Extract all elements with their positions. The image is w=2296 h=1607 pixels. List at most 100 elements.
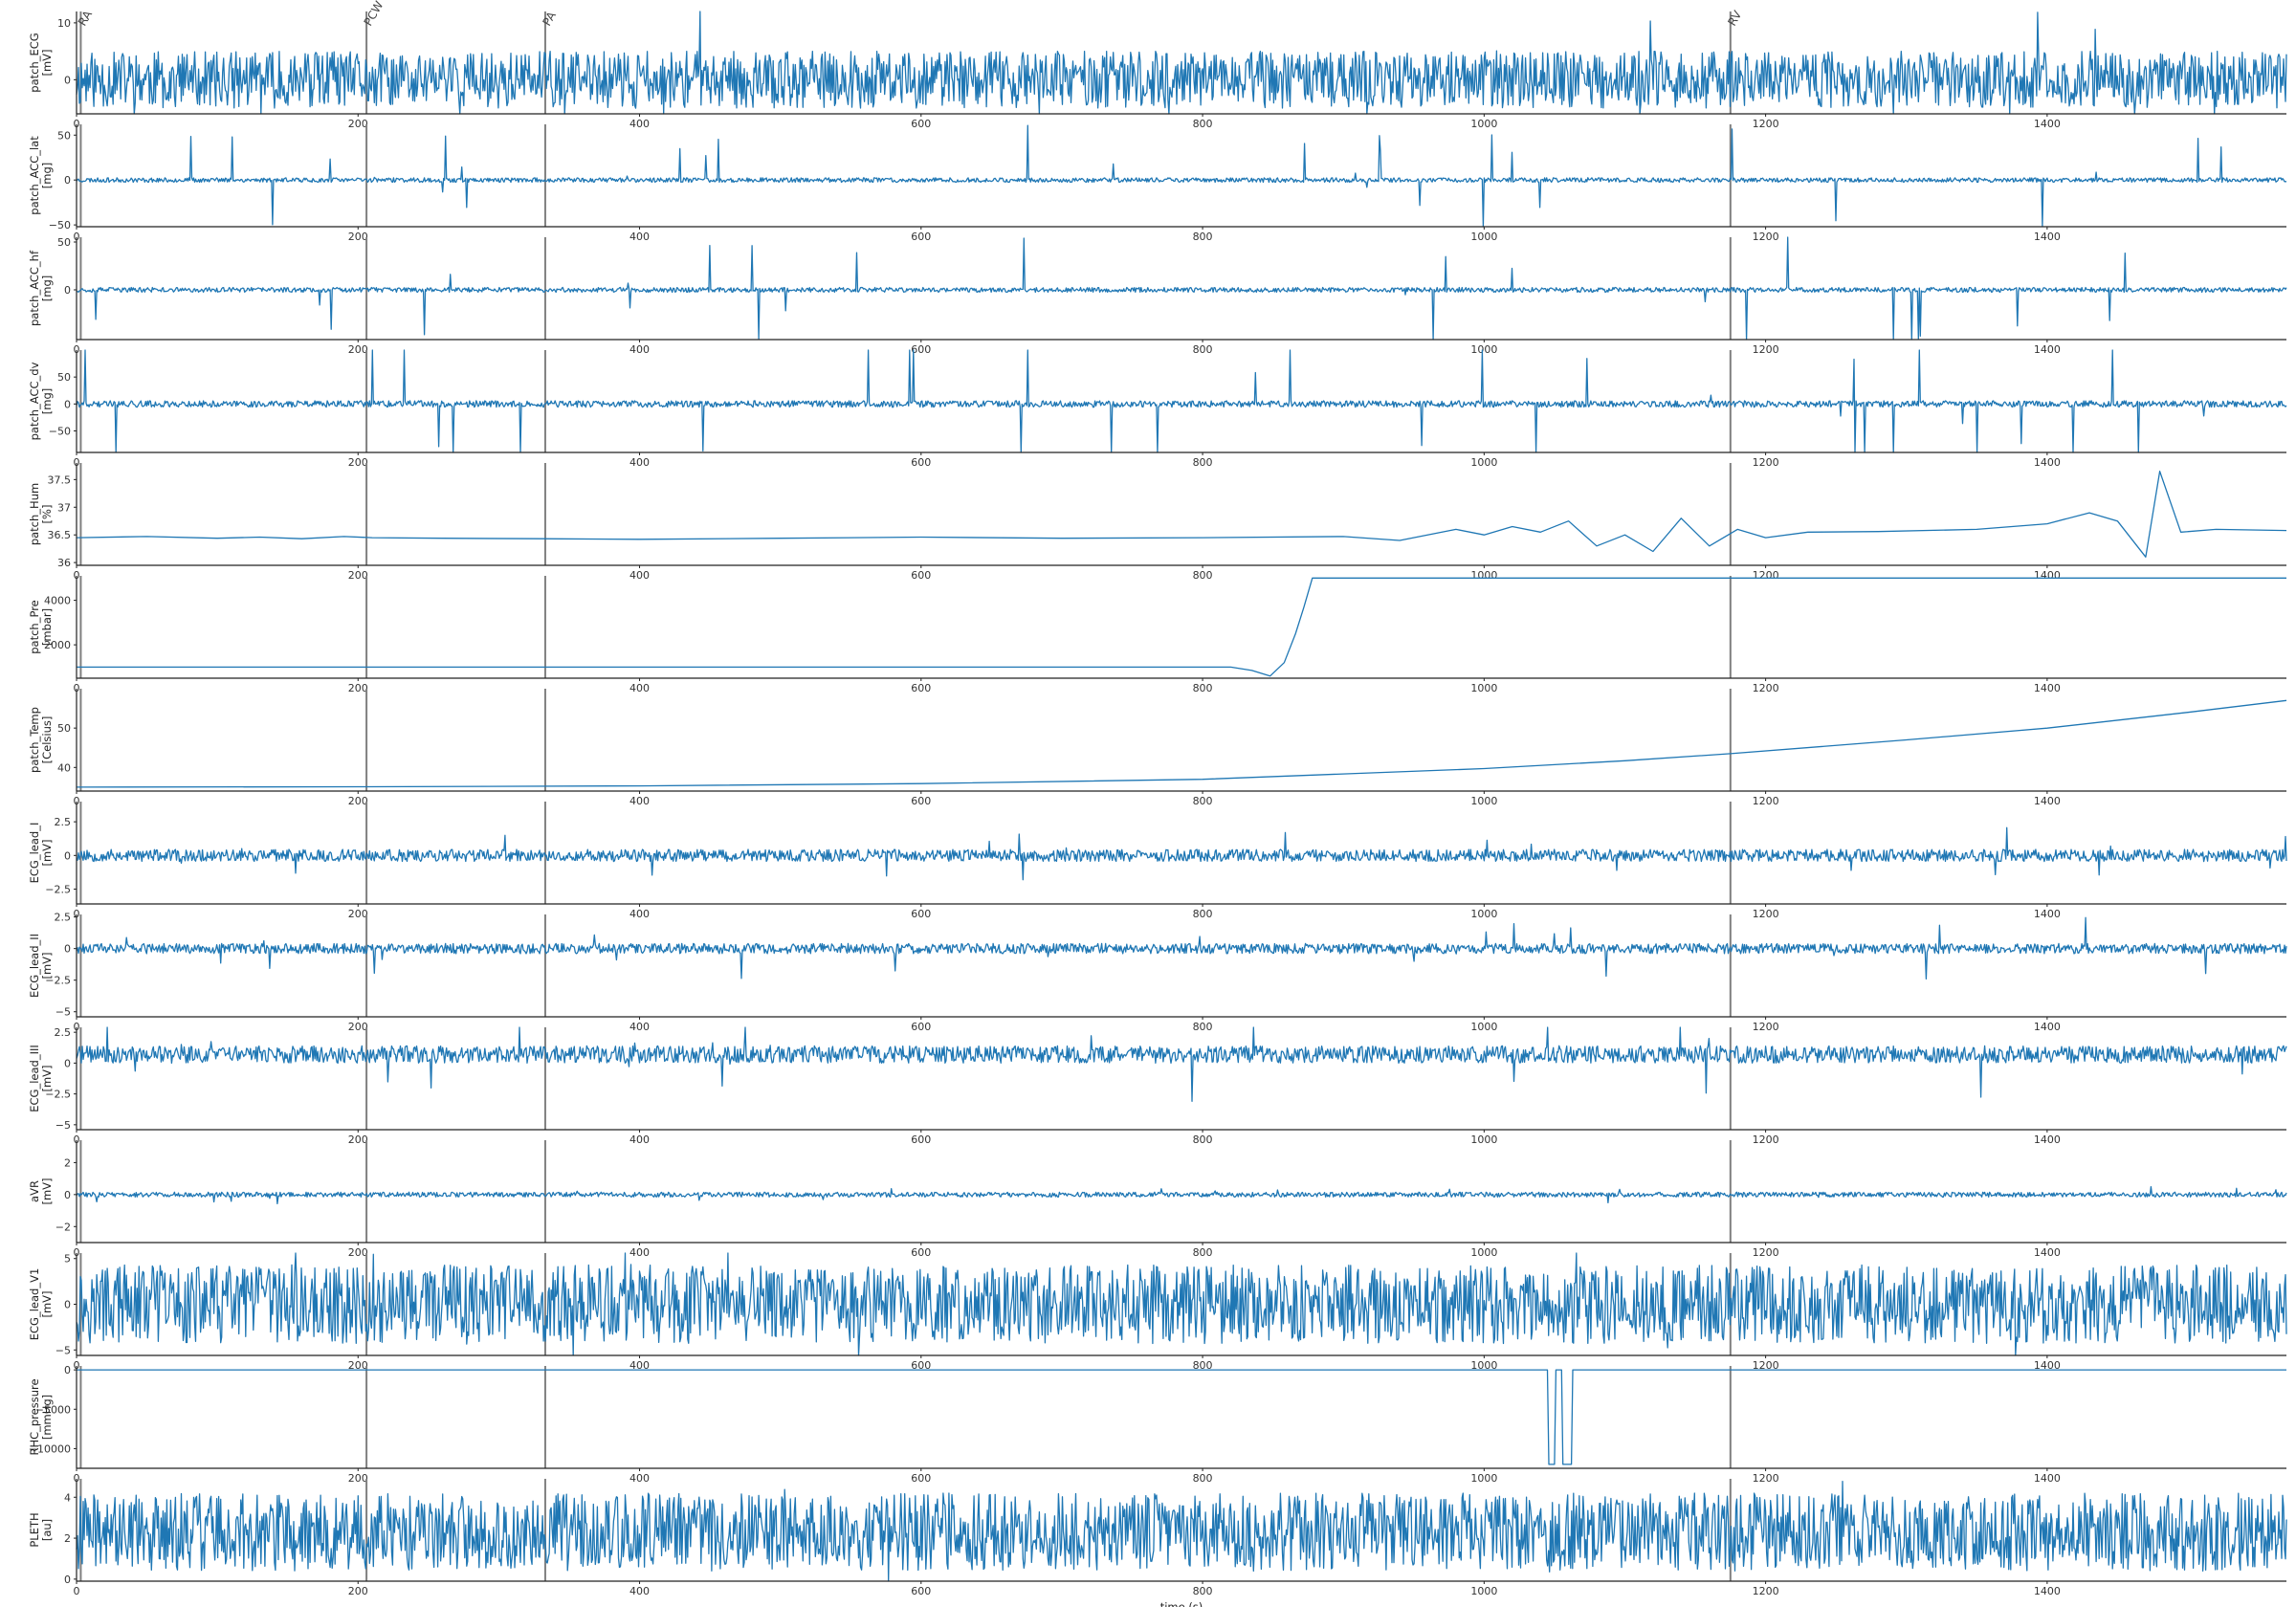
x-tick-label: 0 [74, 1472, 80, 1485]
x-tick-label: 1400 [2034, 682, 2061, 694]
x-tick-label: 0 [74, 569, 80, 582]
y-axis-name: patch_ACC_dv [28, 362, 41, 440]
x-tick-label: 1000 [1470, 1246, 1497, 1259]
x-tick-label: 1000 [1470, 1585, 1497, 1597]
x-tick-label: 600 [911, 231, 931, 243]
x-tick-label: 800 [1193, 1359, 1213, 1372]
y-tick-label: 0 [64, 74, 71, 86]
y-tick-label: 50 [57, 129, 71, 142]
x-tick-label: 1200 [1753, 1472, 1779, 1485]
x-tick-label: 0 [74, 908, 80, 920]
x-tick-label: 400 [629, 1585, 650, 1597]
y-axis-unit: [mg] [40, 163, 54, 188]
y-axis-name: patch_Hum [28, 483, 41, 545]
x-tick-label: 600 [911, 1134, 931, 1146]
x-tick-label: 1400 [2034, 1585, 2061, 1597]
x-tick-label: 600 [911, 343, 931, 356]
y-axis-name: patch_Temp [28, 707, 41, 773]
panel-ECG_lead_V1: 0 200 400 600 800 1000 1200 1400−505ECG_lead_V1… [28, 1252, 2287, 1372]
x-tick-label: 800 [1193, 908, 1213, 920]
x-tick-label: 1400 [2034, 1134, 2061, 1146]
x-tick-label: 1200 [1753, 1134, 1779, 1146]
x-tick-label: 400 [629, 456, 650, 469]
x-tick-label: 1400 [2034, 1359, 2061, 1372]
x-tick-label: 1200 [1753, 118, 1779, 130]
y-tick-label: 0 [64, 174, 71, 187]
y-tick-label: 0 [64, 943, 71, 956]
x-tick-label: 1400 [2034, 456, 2061, 469]
trace-aVR [76, 1185, 2287, 1205]
y-tick-label: 4 [64, 1491, 71, 1504]
x-tick-label: 400 [629, 569, 650, 582]
x-tick-label: 1400 [2034, 569, 2061, 582]
x-tick-label: 0 [74, 231, 80, 243]
x-tick-label: 1200 [1753, 1359, 1779, 1372]
y-tick-label: 50 [57, 236, 71, 249]
x-tick-label: 1400 [2034, 795, 2061, 807]
x-tick-label: 800 [1193, 343, 1213, 356]
y-axis-name: ECG_lead_I [28, 823, 41, 884]
y-tick-label: −50 [49, 219, 71, 231]
x-tick-label: 400 [629, 1246, 650, 1259]
y-tick-label: 0 [64, 1574, 71, 1586]
y-axis-unit: [au] [40, 1519, 54, 1541]
y-axis-label: patch_ACC_hf[mg] [28, 250, 54, 326]
y-axis-label: aVR[mV] [28, 1178, 54, 1204]
x-tick-label: 1400 [2034, 231, 2061, 243]
trace-ECG_lead_I [76, 826, 2287, 881]
y-tick-label: 2.5 [55, 816, 72, 828]
y-axis-unit: [mbar] [40, 608, 54, 646]
x-tick-label: 1200 [1753, 1246, 1779, 1259]
x-tick-label: 1200 [1753, 569, 1779, 582]
x-tick-label: 1000 [1470, 343, 1497, 356]
y-axis-unit: [mV] [40, 839, 54, 866]
x-tick-label: 800 [1193, 795, 1213, 807]
x-tick-label: 200 [348, 908, 368, 920]
x-tick-label: 600 [911, 1021, 931, 1033]
y-axis-unit: [mV] [40, 1290, 54, 1317]
y-axis-unit: [mV] [40, 49, 54, 76]
x-tick-label: 200 [348, 1359, 368, 1372]
x-tick-label: 400 [629, 1359, 650, 1372]
y-axis-name: patch_ACC_hf [28, 250, 41, 326]
y-tick-label: −10000 [29, 1442, 71, 1455]
y-axis-name: ECG_lead_V1 [28, 1268, 41, 1341]
x-tick-label: 0 [74, 1585, 80, 1597]
y-axis-label: ECG_lead_III[mV] [28, 1045, 54, 1112]
x-tick-label: 1400 [2034, 118, 2061, 130]
x-tick-label: 0 [74, 118, 80, 130]
x-tick-label: 400 [629, 682, 650, 694]
y-axis-label: ECG_lead_V1[mV] [28, 1268, 54, 1341]
x-tick-label: 1000 [1470, 231, 1497, 243]
x-tick-label: 400 [629, 908, 650, 920]
x-tick-label: 400 [629, 1472, 650, 1485]
y-axis-unit: [%] [40, 505, 54, 524]
x-tick-label: 800 [1193, 1585, 1213, 1597]
y-tick-label: 0 [64, 284, 71, 297]
x-tick-label: 1000 [1470, 682, 1497, 694]
x-tick-label: 800 [1193, 1472, 1213, 1485]
x-tick-label: 0 [74, 1134, 80, 1146]
x-tick-label: 600 [911, 795, 931, 807]
x-tick-label: 200 [348, 231, 368, 243]
y-tick-label: −5 [55, 1006, 71, 1019]
y-tick-label: 36.5 [48, 529, 72, 541]
x-tick-label: 1400 [2034, 1021, 2061, 1033]
y-tick-label: 50 [57, 722, 71, 735]
x-tick-label: 800 [1193, 1246, 1213, 1259]
x-tick-label: 800 [1193, 1021, 1213, 1033]
y-tick-label: −2.5 [45, 975, 71, 987]
x-tick-label: 600 [911, 569, 931, 582]
x-tick-label: 800 [1193, 1134, 1213, 1146]
y-tick-label: 0 [64, 1057, 71, 1069]
x-tick-label: 1200 [1753, 795, 1779, 807]
y-axis-label: ECG_lead_I[mV] [28, 823, 54, 884]
y-tick-label: 0 [64, 849, 71, 862]
panel-RHC_pressure: 0 200 400 600 800 1000 1200 1400 −10000 −5000 0 RHC… [28, 1364, 2286, 1485]
y-axis-label: patch_Pre[mbar] [28, 600, 54, 654]
y-tick-label: 4000 [44, 595, 71, 607]
trace-PLETH [76, 1480, 2287, 1582]
x-tick-label: 600 [911, 1472, 931, 1485]
x-tick-label: 400 [629, 231, 650, 243]
